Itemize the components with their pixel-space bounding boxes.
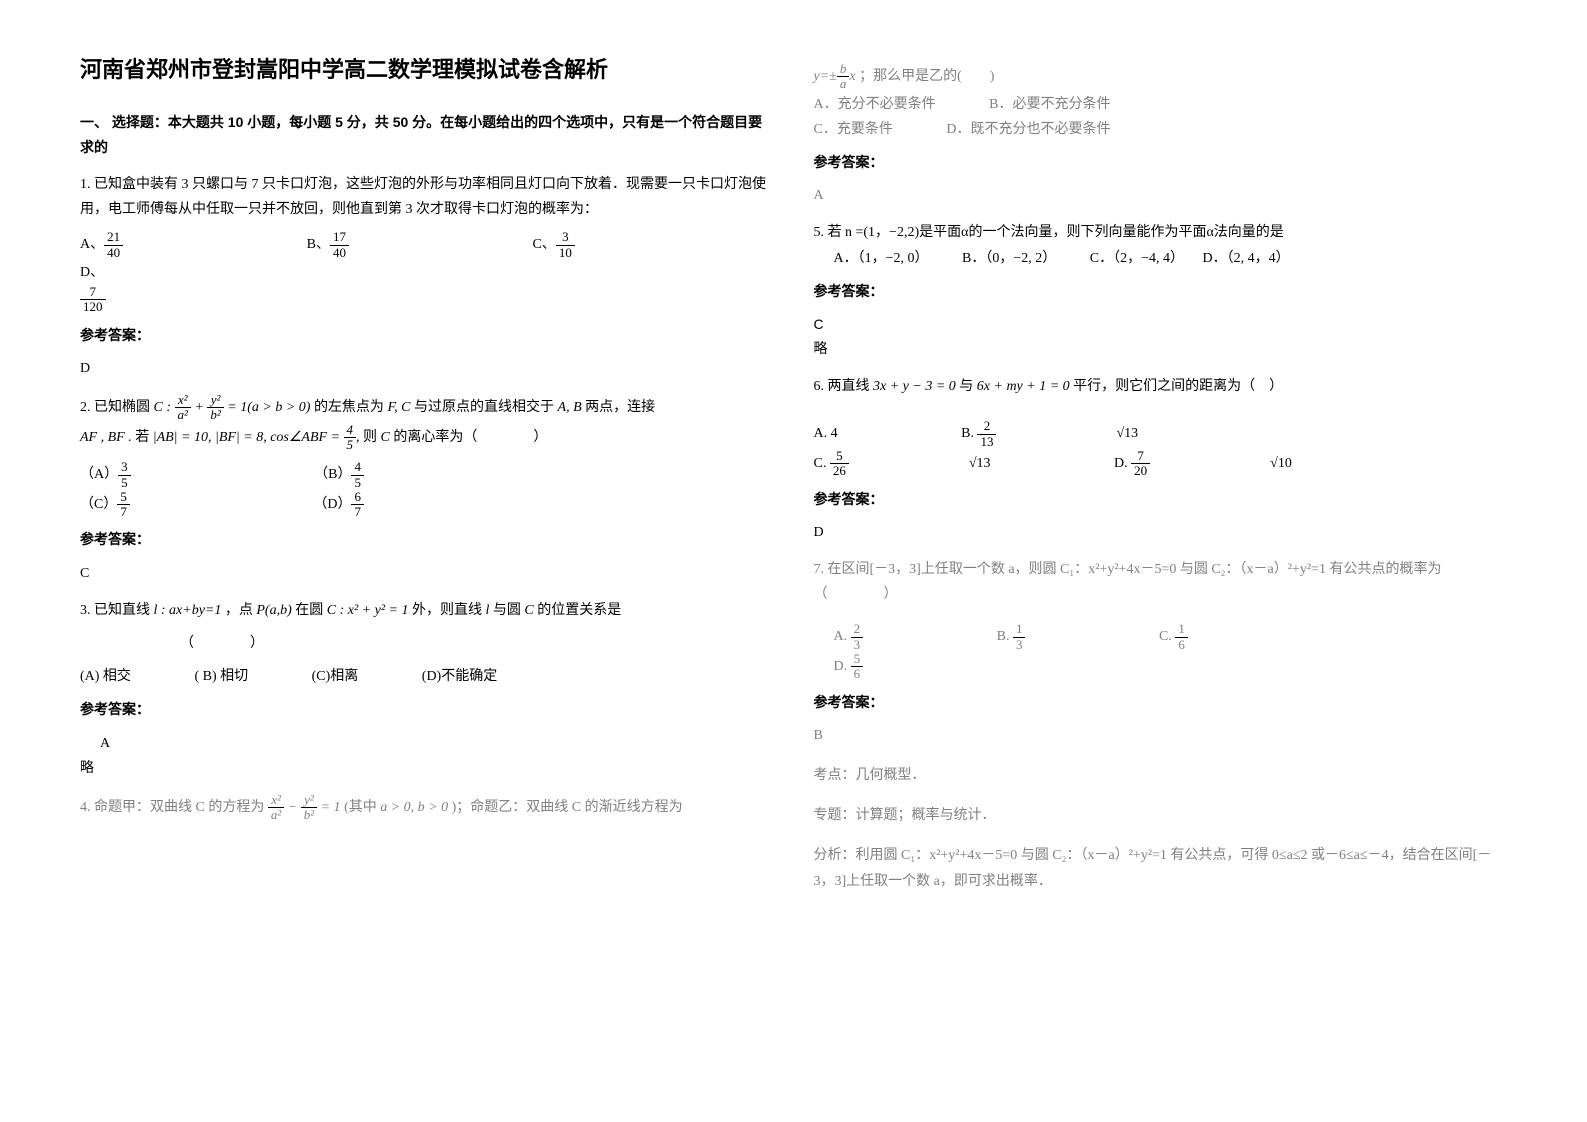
question-1: 1. 已知盒中装有 3 只螺口与 7 只卡口灯泡，这些灯泡的外形与功率相同且灯口… [80,172,774,381]
left-column: 河南省郑州市登封嵩阳中学高二数学理模拟试卷含解析 一、 选择题：本大题共 10 … [60,50,794,1072]
q5-optC: C．（2，−4, 4） [1090,251,1184,266]
q1-ans: D [80,356,774,381]
q4-suffix: ；那么甲是乙的( ) [859,69,994,84]
q7-special: 专题：计算题；概率与统计． [814,803,1508,828]
section-heading: 一、 选择题：本大题共 10 小题，每小题 5 分，共 50 分。在每小题给出的… [80,110,774,160]
question-4-part2: y=±bax ；那么甲是乙的( ) A．充分不必要条件 B．必要不充分条件 C．… [814,62,1508,208]
q3-mid1: ，点 [225,603,253,618]
q4-optB: B．必要不充分条件 [989,97,1110,112]
q3-optC: (C)相离 [312,664,359,689]
q1-ans-label: 参考答案： [80,323,774,348]
q1-optC: C、310 [532,230,694,260]
q5-text: 5. 若 n =(1，−2,2)是平面α的一个法向量，则下列向量能作为平面α法向… [814,220,1508,245]
q5-ans-label: 参考答案： [814,279,1508,304]
q3-note: 略 [80,756,774,781]
q1-optA: A、2140 [80,230,243,260]
q3-pt: P(a,b) [256,603,291,618]
question-3: 3. 已知直线 l : ax+by=1 ，点 P(a,b) 在圆 C : x² … [80,598,774,781]
q2-mid3: 两点，连接 [585,400,655,415]
q2-prefix: 2. 已知椭圆 [80,400,150,415]
q4-mid1: (其中 [344,800,377,815]
q1-optD: D、7120 [80,260,226,315]
q2-cond: |AB| = 10, |BF| = 8, cos∠ABF = 45, [153,430,360,445]
q3-ans-label: 参考答案： [80,697,774,722]
q3-optA: (A) 相交 [80,664,131,689]
q6-mid: 与 [959,379,973,394]
question-7: 7. 在区间[－3，3]上任取一个数 a，则圆 C₁：x²+y²+4x－5=0 … [814,557,1508,894]
q6-prefix: 6. 两直线 [814,379,870,394]
q3-mid3: 在圆 [295,603,323,618]
q6-eq1: 3x + y − 3 = 0 [873,379,956,394]
q4-ans-label: 参考答案： [814,150,1508,175]
q7-text: 7. 在区间[－3，3]上任取一个数 a，则圆 C₁：x²+y²+4x－5=0 … [814,557,1508,607]
q5-optA: A．（1，−2, 0） [834,251,929,266]
q4-optD: D．既不充分也不必要条件 [946,122,1110,137]
q6-ans-label: 参考答案： [814,487,1508,512]
q1-text: 1. 已知盒中装有 3 只螺口与 7 只卡口灯泡，这些灯泡的外形与功率相同且灯口… [80,172,774,222]
q3-eq1: l : ax+by=1 [154,603,222,618]
q4-mid2: )；命题乙：双曲线 C 的渐近线方程为 [452,800,683,815]
q4-ans: A [814,183,1508,208]
q7-optB: B. 13 [997,622,1146,652]
q4-prefix: 4. 命题甲：双曲线 C 的方程为 [80,800,264,815]
q2-options: （A）35 （B）45 （C）57 （D）67 [80,460,774,519]
q5-optB: B．（0，−2, 2） [962,251,1056,266]
q2-mid1: 的左焦点为 [314,400,384,415]
q4-eq: x²a² − y²b² = 1 [268,800,341,815]
question-6: 6. 两直线 3x + y − 3 = 0 与 6x + my + 1 = 0 … [814,374,1508,545]
q3-paren: （ ） [180,631,774,656]
q2-optB: （B）45 [314,460,484,490]
q3-suffix: 的位置关系是 [537,603,621,618]
q6-options: A. 4 B. 213√13 C. 526√13 D. 720√10 [814,419,1508,478]
q1-options: A、2140 B、1740 C、310 D、7120 [80,230,774,314]
q5-optD: D．（2, 4，4） [1202,251,1289,266]
q1-optB: B、1740 [307,230,469,260]
q6-optD: D. 720√10 [1114,449,1352,479]
question-4-part1: 4. 命题甲：双曲线 C 的方程为 x²a² − y²b² = 1 (其中 a … [80,793,774,823]
right-column: y=±bax ；那么甲是乙的( ) A．充分不必要条件 B．必要不充分条件 C．… [794,50,1528,1072]
q6-suffix: 平行，则它们之间的距离为（ ） [1073,379,1283,394]
q4-optA: A．充分不必要条件 [814,97,936,112]
q3-eq2: C : x² + y² = 1 [327,603,409,618]
q6-optB: B. 213√13 [961,419,1198,449]
q2-optD: （D）67 [313,490,484,520]
q2-mid4: 则 [363,430,377,445]
q7-ans: B [814,723,1508,748]
q3-options: (A) 相交 ( B) 相切 (C)相离 (D)不能确定 [80,664,774,689]
q7-ans-label: 参考答案： [814,690,1508,715]
q7-optA: A. 23 [834,622,984,652]
page-title: 河南省郑州市登封嵩阳中学高二数学理模拟试卷含解析 [80,50,774,90]
q2-ans-label: 参考答案： [80,527,774,552]
q2-ans: C [80,561,774,586]
q7-optC: C. 16 [1159,622,1308,652]
q2-optC: （C）57 [80,490,250,520]
q4-options: A．充分不必要条件 B．必要不充分条件 C．充要条件 D．既不充分也不必要条件 [814,92,1508,142]
q7-options: A. 23 B. 13 C. 16 D. 56 [834,622,1508,681]
q7-topic: 考点：几何概型． [814,763,1508,788]
q6-ans: D [814,520,1508,545]
q4-eq-y: y=±bax [814,69,856,84]
q2-optA: （A）35 [80,460,251,490]
q3-mid4: 外，则直线 [412,603,482,618]
q3-mid5: 与圆 [493,603,521,618]
q2-ellipse: C : x²a² + y²b² = 1(a > b > 0) [154,400,311,415]
q6-eq2: 6x + my + 1 = 0 [977,379,1070,394]
q3-ans: A [100,731,774,756]
q2-mid2: 与过原点的直线相交于 [414,400,554,415]
q5-ans: C [814,312,1508,337]
q7-optD: D. 56 [834,652,984,682]
q3-optB: ( B) 相切 [194,664,248,689]
question-5: 5. 若 n =(1，−2,2)是平面α的一个法向量，则下列向量能作为平面α法向… [814,220,1508,362]
question-2: 2. 已知椭圆 C : x²a² + y²b² = 1(a > b > 0) 的… [80,393,774,586]
q3-optD: (D)不能确定 [422,664,497,689]
q5-note: 略 [814,337,1508,362]
q2-suffix: 的离心率为（ ） [393,430,547,445]
q6-optC: C. 526√13 [814,449,1051,479]
q7-analysis: 分析：利用圆 C₁：x²+y²+4x－5=0 与圆 C₂：（x－a）²+y²=1… [814,843,1508,893]
q4-cond: a > 0, b > 0 [380,800,448,815]
q5-options: A．（1，−2, 0） B．（0，−2, 2） C．（2，−4, 4） D．（2… [834,246,1508,271]
q4-optC: C．充要条件 [814,122,893,137]
q6-optA: A. 4 [814,421,898,446]
q3-prefix: 3. 已知直线 [80,603,150,618]
